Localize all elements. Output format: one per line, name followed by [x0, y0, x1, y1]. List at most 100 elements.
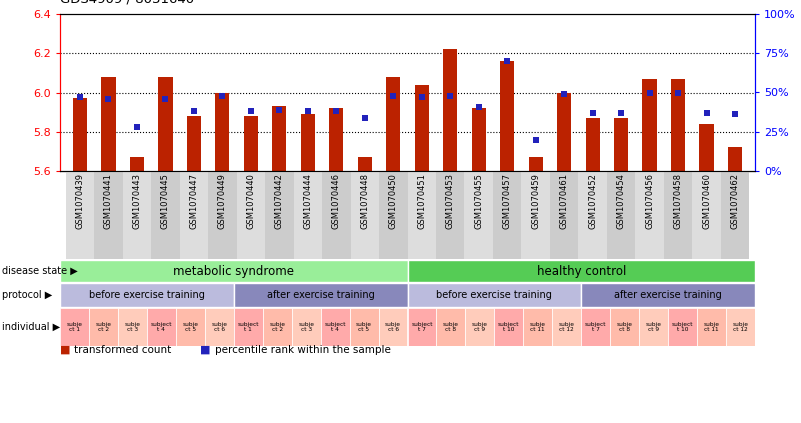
- Text: healthy control: healthy control: [537, 264, 626, 277]
- Bar: [635, 171, 664, 259]
- Bar: [89, 308, 118, 346]
- Bar: [465, 171, 493, 259]
- Text: GSM1070453: GSM1070453: [445, 173, 455, 229]
- Bar: [578, 171, 607, 259]
- Text: percentile rank within the sample: percentile rank within the sample: [215, 345, 390, 355]
- Text: after exercise training: after exercise training: [267, 290, 375, 300]
- Bar: [607, 171, 635, 259]
- Text: subject
t 1: subject t 1: [237, 321, 259, 332]
- Bar: [234, 308, 263, 346]
- Bar: [292, 308, 320, 346]
- Text: subject
t 7: subject t 7: [411, 321, 433, 332]
- Text: protocol ▶: protocol ▶: [2, 290, 52, 300]
- Bar: [66, 171, 95, 259]
- Bar: [553, 308, 582, 346]
- Text: GSM1070459: GSM1070459: [531, 173, 540, 229]
- Text: after exercise training: after exercise training: [614, 290, 722, 300]
- Text: individual ▶: individual ▶: [2, 322, 60, 332]
- Bar: [500, 61, 514, 171]
- Bar: [408, 308, 437, 346]
- Bar: [494, 308, 523, 346]
- Text: subje
ct 2: subje ct 2: [95, 321, 111, 332]
- Bar: [671, 79, 685, 171]
- Bar: [300, 114, 315, 171]
- Bar: [472, 108, 486, 171]
- Text: GSM1070449: GSM1070449: [218, 173, 227, 229]
- Bar: [721, 171, 749, 259]
- Bar: [639, 308, 668, 346]
- Bar: [728, 148, 743, 171]
- Bar: [358, 157, 372, 171]
- Text: subject
t 7: subject t 7: [585, 321, 606, 332]
- Text: subje
ct 11: subje ct 11: [703, 321, 719, 332]
- Text: before exercise training: before exercise training: [89, 290, 205, 300]
- Bar: [697, 308, 726, 346]
- Bar: [329, 108, 344, 171]
- Text: subject
t 4: subject t 4: [324, 321, 346, 332]
- Bar: [436, 171, 465, 259]
- Bar: [101, 77, 115, 171]
- Text: GDS4909 / 8031640: GDS4909 / 8031640: [60, 0, 194, 5]
- Text: GSM1070455: GSM1070455: [474, 173, 483, 229]
- Bar: [582, 283, 755, 307]
- Bar: [60, 283, 234, 307]
- Bar: [668, 308, 697, 346]
- Text: ■: ■: [60, 345, 74, 355]
- Bar: [320, 308, 349, 346]
- Bar: [234, 283, 408, 307]
- Text: subje
ct 9: subje ct 9: [472, 321, 488, 332]
- Bar: [586, 118, 600, 171]
- Text: GSM1070454: GSM1070454: [617, 173, 626, 229]
- Text: GSM1070442: GSM1070442: [275, 173, 284, 229]
- Text: GSM1070439: GSM1070439: [75, 173, 84, 229]
- Bar: [179, 171, 208, 259]
- Text: GSM1070441: GSM1070441: [104, 173, 113, 229]
- Bar: [95, 171, 123, 259]
- Bar: [351, 171, 379, 259]
- Bar: [692, 171, 721, 259]
- Bar: [408, 260, 755, 282]
- Bar: [443, 49, 457, 171]
- Text: subject
t 10: subject t 10: [672, 321, 694, 332]
- Bar: [293, 171, 322, 259]
- Bar: [176, 308, 205, 346]
- Text: GSM1070462: GSM1070462: [731, 173, 739, 229]
- Bar: [699, 124, 714, 171]
- Bar: [147, 308, 176, 346]
- Text: GSM1070446: GSM1070446: [332, 173, 340, 229]
- Bar: [557, 93, 571, 171]
- Text: transformed count: transformed count: [74, 345, 171, 355]
- Bar: [151, 171, 179, 259]
- Bar: [529, 157, 543, 171]
- Bar: [493, 171, 521, 259]
- Text: subject
t 4: subject t 4: [151, 321, 172, 332]
- Bar: [349, 308, 379, 346]
- Text: subje
ct 12: subje ct 12: [559, 321, 575, 332]
- Text: subject
t 10: subject t 10: [498, 321, 520, 332]
- Bar: [60, 308, 89, 346]
- Text: subje
ct 8: subje ct 8: [617, 321, 633, 332]
- Bar: [208, 171, 236, 259]
- Bar: [187, 116, 201, 171]
- Bar: [130, 157, 144, 171]
- Bar: [205, 308, 234, 346]
- Text: subje
ct 5: subje ct 5: [356, 321, 372, 332]
- Text: GSM1070458: GSM1070458: [674, 173, 682, 229]
- Text: before exercise training: before exercise training: [437, 290, 553, 300]
- Text: GSM1070450: GSM1070450: [388, 173, 398, 229]
- Text: GSM1070456: GSM1070456: [645, 173, 654, 229]
- Text: subje
ct 6: subje ct 6: [385, 321, 401, 332]
- Bar: [582, 308, 610, 346]
- Text: GSM1070460: GSM1070460: [702, 173, 711, 229]
- Bar: [263, 308, 292, 346]
- Bar: [664, 171, 692, 259]
- Bar: [521, 171, 550, 259]
- Bar: [408, 171, 436, 259]
- Bar: [118, 308, 147, 346]
- Text: ■: ■: [200, 345, 214, 355]
- Bar: [415, 85, 429, 171]
- Text: GSM1070440: GSM1070440: [247, 173, 256, 229]
- Bar: [642, 79, 657, 171]
- Bar: [437, 308, 465, 346]
- Bar: [215, 93, 229, 171]
